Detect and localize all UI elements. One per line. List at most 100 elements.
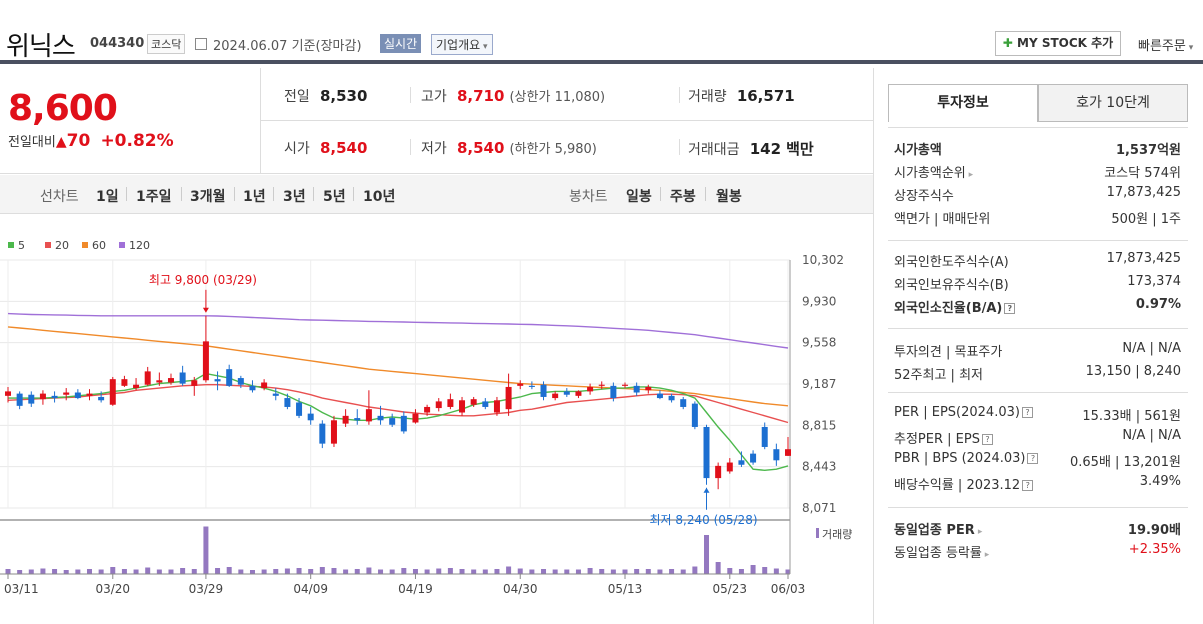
volume-bar [541,569,547,574]
volume-bar [308,569,314,574]
period-1w[interactable]: 1주일 [136,189,172,205]
volume-bar [785,569,791,574]
volume-bar [110,567,116,574]
tab-investment-info[interactable]: 투자정보 [888,84,1038,122]
info-key: 외국인한도주식수(A) [894,255,1009,270]
volume-bar [692,566,698,574]
arrow-right-icon: ▸ [974,527,983,537]
period-1d[interactable]: 1일 [96,189,119,205]
help-icon[interactable]: ? [1022,480,1034,491]
volume-bar [180,568,186,574]
help-icon[interactable]: ? [1027,453,1039,464]
volume-bar [506,566,512,574]
info-key: 시가총액 [894,143,942,158]
period-5y[interactable]: 5년 [323,189,346,205]
candle-body [249,385,256,391]
help-icon[interactable]: ? [981,434,993,445]
ma60-line [7,326,789,407]
candle-chart-label: 봉차트 [569,189,608,205]
volume-bar [319,567,325,574]
help-icon[interactable]: ? [1004,303,1016,314]
volume-bar [436,568,442,574]
volume-bar [156,569,162,574]
volume-bar [40,568,46,574]
info-value: 15.33배 | 561원 [1082,409,1181,424]
section-divider [888,240,1188,241]
candle-body [272,393,279,396]
candle-body [354,418,361,421]
candle-weekly[interactable]: 주봉 [670,189,696,205]
volume-bar [715,562,721,574]
info-value: 1,537억원 [1115,143,1181,158]
volume-bar [215,568,221,574]
candle-body [296,402,303,416]
price-chart[interactable]: 5 20 60 120 10,302 9,930 9,558 9,187 8,815 8,443 8… [0,232,873,624]
candle-body [74,392,81,399]
period-3y[interactable]: 3년 [283,189,306,205]
candle-body [400,415,407,432]
volume-bar [773,568,779,574]
info-value: 3.49% [1139,474,1181,489]
candle-body [528,385,535,387]
info-value: 173,374 [1127,274,1181,289]
volume-bar [750,565,756,574]
min-price-label: 최저 8,240 (05/28) [650,513,758,527]
y-tick-label: 9,930 [802,294,836,308]
info-value: 500원 | 1주 [1111,212,1181,227]
period-10y[interactable]: 10년 [363,189,396,205]
y-tick-label: 9,558 [802,336,836,350]
candle-body [63,392,70,395]
my-stock-add-button[interactable]: ✚ MY STOCK 추가 [995,31,1121,56]
tab-order-book[interactable]: 호가 10단계 [1038,84,1188,122]
volume-bar [86,569,92,574]
volume-bar [634,569,640,574]
period-selector: 선차트 1일 1주일 3개월 1년 3년 5년 10년 봉차트 일봉 주봉 월봉 [0,175,873,214]
volume-bar [727,568,733,574]
volume-bar [261,569,267,574]
x-tick-label: 03/29 [189,582,224,596]
company-info-dropdown[interactable]: 기업개요 ▾ [431,34,493,55]
stock-name: 위닉스 [6,32,76,62]
candle-body [365,409,372,422]
candle-body [412,413,419,423]
info-value: +2.35% [1128,542,1181,557]
volume-bar [98,569,104,574]
info-key: 동일업종 등락률 ▸ [894,546,990,561]
candle-body [330,420,337,444]
volume-bar [378,569,384,574]
period-3m[interactable]: 3개월 [190,189,226,205]
candle-body [703,426,710,479]
candle-body [645,386,652,391]
volume-bar [669,569,675,574]
volume-bar [17,570,23,574]
ma5-line [8,372,789,472]
volume-bar [63,570,69,574]
period-1y[interactable]: 1년 [243,189,266,205]
candle-body [575,391,582,396]
candle-body [482,401,489,407]
legend-label: 120 [129,239,150,252]
volume-bar [145,567,151,574]
candle-body [202,341,209,381]
candle-body [785,449,791,456]
volume-bar [424,569,430,574]
volume-bar [738,569,744,574]
stock-code: 044340 [90,36,145,51]
candle-body [773,449,780,461]
candle-body [319,423,326,444]
candle-body [156,380,163,383]
candle-daily[interactable]: 일봉 [626,189,652,205]
quick-order-button[interactable]: 빠른주문 ▾ [1138,39,1194,54]
candle-monthly[interactable]: 월봉 [716,189,742,205]
volume-bar [610,569,616,574]
volume-bar [52,569,58,574]
volume-bar [296,568,302,574]
realtime-button[interactable]: 실시간 [380,34,422,53]
help-icon[interactable]: ? [1021,407,1033,418]
volume-bar [412,569,418,574]
volume-bar [552,569,558,574]
candle-body [214,379,221,382]
volume-bar [517,568,523,574]
candle-body [726,462,733,472]
up-triangle-icon: ▲ [55,134,67,150]
